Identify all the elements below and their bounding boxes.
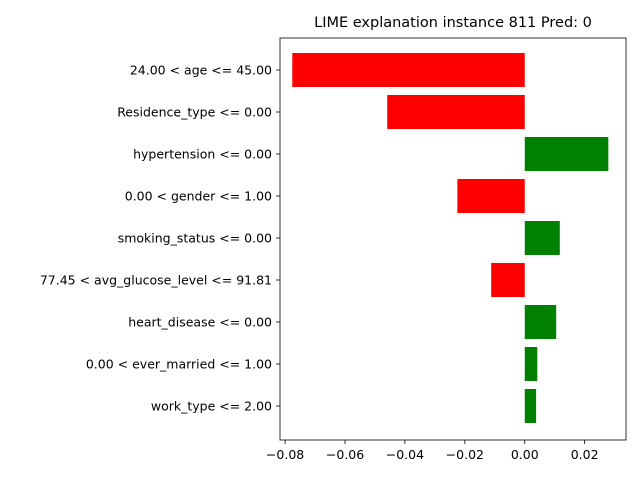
- plot-area: 24.00 < age <= 45.00 Residence_type <= 0.…: [40, 37, 627, 462]
- y-tick-label: work_type <= 2.00: [151, 399, 272, 414]
- x-tick-label: −0.02: [446, 447, 484, 462]
- bar-4: [524, 221, 560, 255]
- bar-2: [524, 137, 609, 171]
- y-tick-label: Residence_type <= 0.00: [117, 105, 272, 120]
- x-tick-label: −0.08: [266, 447, 304, 462]
- x-tick-label: 0.02: [571, 447, 599, 462]
- y-tick-label: hypertension <= 0.00: [133, 147, 272, 162]
- x-tick-label: −0.06: [326, 447, 364, 462]
- y-tick-label: heart_disease <= 0.00: [128, 315, 272, 330]
- axes-frame: [279, 37, 627, 441]
- bar-3: [457, 179, 525, 213]
- y-tick-label: 24.00 < age <= 45.00: [130, 63, 272, 78]
- y-tick-label: smoking_status <= 0.00: [118, 231, 272, 246]
- bar-1: [387, 95, 525, 129]
- bar-8: [524, 389, 537, 423]
- bar-6: [524, 305, 557, 339]
- bar-5: [491, 263, 525, 297]
- bar-0: [292, 53, 525, 87]
- x-tick-label: 0.00: [511, 447, 539, 462]
- y-tick-label: 77.45 < avg_glucose_level <= 91.81: [40, 273, 272, 288]
- bar-7: [524, 347, 538, 381]
- y-tick-label: 0.00 < ever_married <= 1.00: [86, 357, 272, 372]
- chart-title: LIME explanation instance 811 Pred: 0: [314, 15, 592, 31]
- x-tick-label: −0.04: [386, 447, 424, 462]
- y-tick-label: 0.00 < gender <= 1.00: [125, 189, 272, 204]
